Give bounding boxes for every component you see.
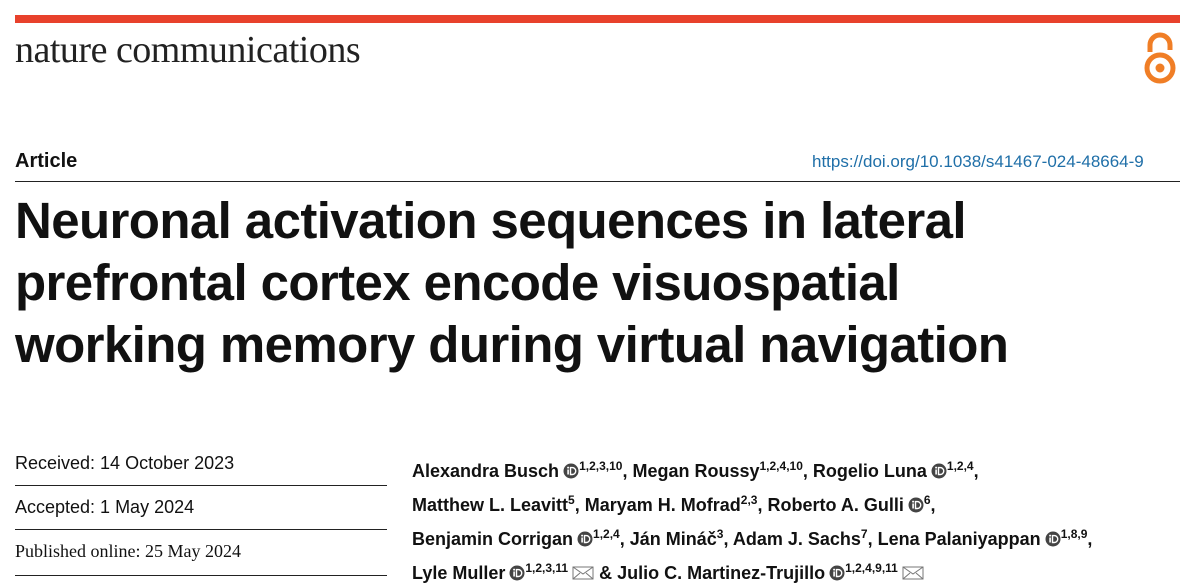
affiliations: 1,2,4,9,11 xyxy=(845,561,898,575)
affiliations: 1,2,3,11 xyxy=(525,561,569,575)
author: Lyle Muller 1,2,3,11 xyxy=(412,561,594,583)
author-name: Roberto A. Gulli xyxy=(767,495,904,515)
affiliations: 2,3 xyxy=(740,493,758,507)
author-line: Lyle Muller 1,2,3,11 & Julio C. Martinez-… xyxy=(412,554,1092,588)
author: Roberto A. Gulli 6, xyxy=(767,493,936,515)
affiliations: 7 xyxy=(860,527,868,541)
received-date: Received: 14 October 2023 xyxy=(15,453,235,473)
affiliations: 3 xyxy=(716,527,724,541)
open-access-icon xyxy=(1144,32,1176,84)
affiliations: 1,8,9 xyxy=(1060,527,1088,541)
separator: , xyxy=(867,529,873,549)
doi-link[interactable]: https://doi.org/10.1038/s41467-024-48664… xyxy=(812,152,1144,171)
author-list: Alexandra Busch 1,2,3,10, Megan Roussy1,2… xyxy=(412,452,1092,588)
author-name: Lena Palaniyappan xyxy=(877,529,1041,549)
orcid-icon xyxy=(908,497,924,513)
article-title: Neuronal activation sequences in lateral… xyxy=(15,190,1009,376)
author-name: Maryam H. Mofrad xyxy=(584,495,741,515)
author: Megan Roussy1,2,4,10, xyxy=(632,459,808,481)
author: Alexandra Busch 1,2,3,10, xyxy=(412,459,628,481)
affiliations: 1,2,4,10 xyxy=(759,459,803,473)
accepted-date: Accepted: 1 May 2024 xyxy=(15,497,195,517)
separator: , xyxy=(1087,529,1093,549)
author: Maryam H. Mofrad2,3, xyxy=(584,493,763,515)
author-line: Matthew L. Leavitt5, Maryam H. Mofrad2,3… xyxy=(412,486,1092,520)
orcid-icon xyxy=(931,463,947,479)
author: Lena Palaniyappan 1,8,9, xyxy=(877,527,1093,549)
separator: , xyxy=(930,495,936,515)
author-name: Matthew L. Leavitt xyxy=(412,495,569,515)
separator: , xyxy=(723,529,729,549)
separator: , xyxy=(757,495,763,515)
author: Matthew L. Leavitt5, xyxy=(412,493,580,515)
author: Ján Mináč3, xyxy=(629,527,729,549)
author-name: Megan Roussy xyxy=(632,461,760,481)
author-name: Alexandra Busch xyxy=(412,461,560,481)
title-line: Neuronal activation sequences in lateral xyxy=(15,192,967,249)
author-name: Lyle Muller xyxy=(412,563,506,583)
author-conjunction: & xyxy=(599,563,613,583)
author-line: Alexandra Busch 1,2,3,10, Megan Roussy1,2… xyxy=(412,452,1092,486)
separator: , xyxy=(574,495,580,515)
title-line: working memory during virtual navigation xyxy=(15,316,1009,373)
affiliations: 6 xyxy=(923,493,931,507)
rule xyxy=(15,529,387,530)
orcid-icon xyxy=(563,463,579,479)
author-name: Adam J. Sachs xyxy=(732,529,861,549)
top-bar xyxy=(15,15,1180,23)
affiliations: 1,2,4 xyxy=(946,459,974,473)
published-date: Published online: 25 May 2024 xyxy=(15,541,241,561)
rule xyxy=(15,181,1180,182)
author-name: Ján Mináč xyxy=(629,529,717,549)
orcid-icon xyxy=(509,565,525,581)
rule xyxy=(15,575,387,576)
email-icon[interactable] xyxy=(572,565,594,581)
article-type: Article xyxy=(15,150,78,172)
separator: , xyxy=(619,529,625,549)
author-name: Benjamin Corrigan xyxy=(412,529,574,549)
email-icon[interactable] xyxy=(902,565,924,581)
orcid-icon xyxy=(577,531,593,547)
author-line: Benjamin Corrigan 1,2,4, Ján Mináč3, Adam… xyxy=(412,520,1092,554)
journal-name: nature communications xyxy=(15,29,361,71)
orcid-icon xyxy=(829,565,845,581)
orcid-icon xyxy=(1045,531,1061,547)
rule xyxy=(15,485,387,486)
affiliations: 5 xyxy=(568,493,575,507)
separator: , xyxy=(622,461,628,481)
author-name: Rogelio Luna xyxy=(812,461,927,481)
affiliations: 1,2,4 xyxy=(593,527,620,541)
author: Benjamin Corrigan 1,2,4, xyxy=(412,527,625,549)
title-line: prefrontal cortex encode visuospatial xyxy=(15,254,900,311)
author: Adam J. Sachs7, xyxy=(732,527,873,549)
author: Rogelio Luna 1,2,4, xyxy=(812,459,979,481)
separator: , xyxy=(973,461,979,481)
separator: , xyxy=(802,461,808,481)
affiliations: 1,2,3,10 xyxy=(579,459,623,473)
author-name: Julio C. Martinez-Trujillo xyxy=(617,563,826,583)
author: & Julio C. Martinez-Trujillo 1,2,4,9,11 xyxy=(599,561,924,583)
